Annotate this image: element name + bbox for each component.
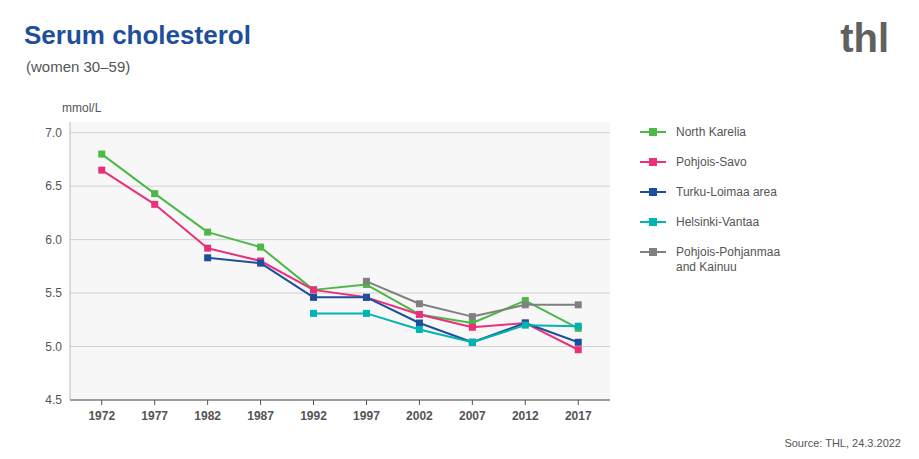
data-point: [469, 313, 476, 320]
x-tick-label: 1977: [141, 409, 168, 423]
data-point: [469, 339, 476, 346]
legend-label-line: Turku-Loimaa area: [676, 185, 777, 199]
x-tick: [313, 400, 314, 405]
data-point: [310, 294, 317, 301]
legend-label-line: Helsinki-Vantaa: [676, 215, 759, 229]
legend-label: Pohjois-Savo: [676, 155, 747, 169]
subtitle: (women 30–59): [26, 58, 130, 75]
series-line: [208, 258, 579, 342]
data-point: [363, 294, 370, 301]
x-tick-label: 2017: [565, 409, 592, 423]
y-tick-label: 7.0: [45, 126, 62, 140]
y-axis-line: [70, 122, 71, 400]
x-tick-label: 2007: [459, 409, 486, 423]
x-tick: [101, 400, 102, 405]
data-point: [310, 286, 317, 293]
data-point: [204, 254, 211, 261]
legend-label: Turku-Loimaa area: [676, 185, 777, 199]
data-point: [575, 301, 582, 308]
x-tick: [578, 400, 579, 405]
y-tick-label: 6.5: [45, 179, 62, 193]
x-tick-label: 2012: [512, 409, 539, 423]
legend: North Karelia Pohjois-Savo Turku-Loimaa ar…: [640, 125, 780, 274]
legend-swatch-marker: [649, 218, 657, 226]
data-point: [257, 244, 264, 251]
legend-swatch-marker: [649, 188, 657, 196]
data-point: [98, 167, 105, 174]
x-tick: [366, 400, 367, 405]
data-point: [363, 294, 370, 301]
plot-area: [70, 122, 610, 400]
x-tick-label: 1987: [247, 409, 274, 423]
y-tick-label: 4.5: [45, 393, 62, 407]
x-tick: [207, 400, 208, 405]
title: Serum cholesterol: [24, 20, 251, 50]
logo-text: thl: [840, 16, 889, 60]
legend-label: Helsinki-Vantaa: [676, 215, 759, 229]
background: [0, 0, 919, 459]
data-point: [310, 310, 317, 317]
x-tick: [472, 400, 473, 405]
data-point: [363, 310, 370, 317]
data-point: [204, 229, 211, 236]
series-line: [102, 154, 578, 328]
y-tick-label: 5.0: [45, 340, 62, 354]
grid-line: [70, 400, 610, 401]
data-point: [416, 300, 423, 307]
series-line: [314, 313, 579, 342]
x-tick-label: 1972: [88, 409, 115, 423]
data-point: [575, 323, 582, 330]
y-tick-label: 6.0: [45, 233, 62, 247]
series-line: [366, 281, 578, 316]
data-point: [310, 286, 317, 293]
y-grid: [70, 133, 610, 400]
legend-swatch-marker: [649, 158, 657, 166]
data-point: [469, 324, 476, 331]
y-axis-label: mmol/L: [62, 101, 102, 115]
data-point: [257, 260, 264, 267]
legend-label-line: North Karelia: [676, 125, 746, 139]
x-tick: [260, 400, 261, 405]
marks: [98, 151, 581, 354]
x-tick: [154, 400, 155, 405]
y-tick-label: 5.5: [45, 286, 62, 300]
x-tick-label: 1997: [353, 409, 380, 423]
data-point: [575, 339, 582, 346]
legend-label-line: and Kainuu: [676, 260, 737, 274]
grid-line: [70, 346, 610, 347]
grid-line: [70, 132, 610, 133]
x-tick-label: 2002: [406, 409, 433, 423]
series-line: [102, 170, 578, 350]
x-tick: [525, 400, 526, 405]
data-point: [204, 245, 211, 252]
x-axis-line: [70, 400, 610, 401]
legend-label: Pohjois-Pohjanmaaand Kainuu: [676, 245, 780, 274]
data-point: [151, 201, 158, 208]
legend-swatch-marker: [649, 248, 657, 256]
legend-swatch-marker: [649, 128, 657, 136]
data-point: [469, 339, 476, 346]
data-point: [575, 346, 582, 353]
chart-svg: Serum cholesterol (women 30–59) Source: TH…: [0, 0, 919, 459]
chart-container: Serum cholesterol (women 30–59) Source: TH…: [0, 0, 919, 459]
grid-line: [70, 186, 610, 187]
data-point: [98, 151, 105, 158]
data-point: [416, 320, 423, 327]
data-point: [416, 311, 423, 318]
data-point: [522, 322, 529, 329]
data-point: [416, 311, 423, 318]
data-point: [522, 301, 529, 308]
grid-line: [70, 239, 610, 240]
legend-label: North Karelia: [676, 125, 746, 139]
x-tick-label: 1982: [194, 409, 221, 423]
legend-label-line: Pohjois-Pohjanmaa: [676, 245, 780, 259]
source-note: Source: THL, 24.3.2022: [784, 437, 901, 449]
data-point: [151, 190, 158, 197]
x-tick-label: 1992: [300, 409, 327, 423]
data-point: [416, 326, 423, 333]
x-tick: [419, 400, 420, 405]
data-point: [363, 278, 370, 285]
legend-label-line: Pohjois-Savo: [676, 155, 747, 169]
